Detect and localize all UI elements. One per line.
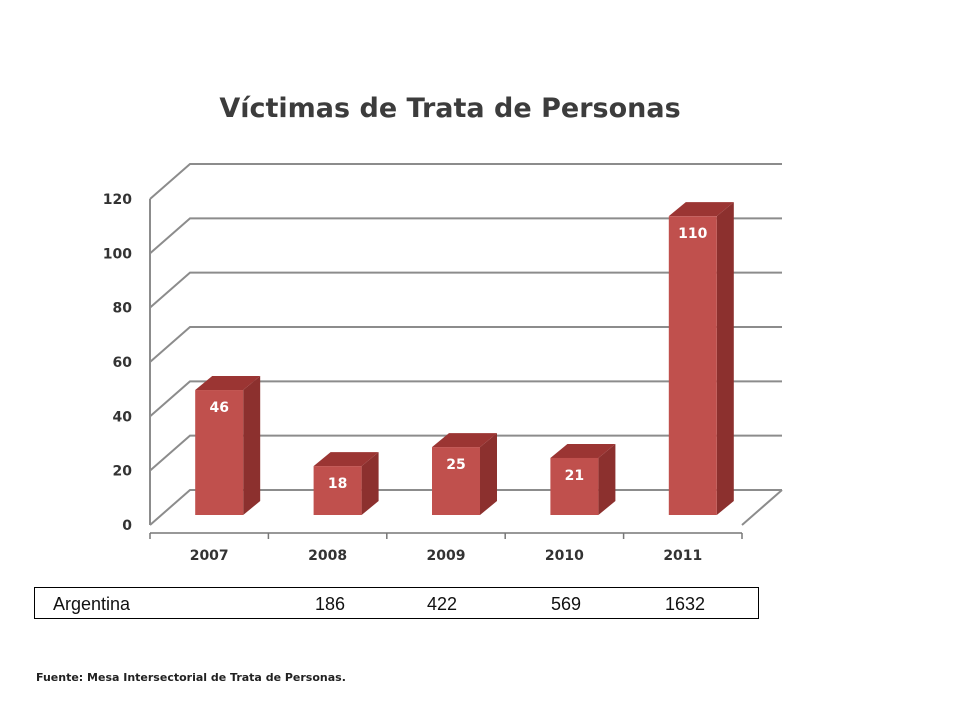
- flag-logo-bottom: [883, 671, 949, 720]
- bar-top: [550, 443, 616, 458]
- y-tick-label: 0: [122, 518, 132, 534]
- data-label: 46: [209, 400, 228, 416]
- y-tick-label: 80: [113, 301, 133, 317]
- data-label: 25: [446, 457, 465, 473]
- gridline: [149, 380, 782, 418]
- gridline: [149, 163, 782, 200]
- bar-side: [361, 452, 379, 515]
- bar-side: [243, 376, 261, 515]
- table-cell: 422: [427, 594, 458, 614]
- table-row-label: Argentina: [53, 594, 131, 614]
- floor-edge: [741, 489, 783, 526]
- bar-side: [598, 443, 616, 515]
- bar: [550, 443, 616, 515]
- y-tick-label: 120: [103, 192, 132, 208]
- data-label: 18: [328, 476, 347, 492]
- table-cell: 186: [315, 594, 346, 614]
- bar-top: [668, 202, 734, 217]
- data-table-row: Argentina 186 422 569 1632: [34, 587, 759, 619]
- bar: [313, 452, 379, 515]
- y-tick-label: 20: [113, 464, 133, 480]
- x-tick-label: 2010: [545, 548, 584, 564]
- y-tick-label: 40: [113, 409, 133, 425]
- gridline: [149, 326, 782, 363]
- bar-top: [313, 452, 379, 467]
- bar-top: [432, 433, 497, 448]
- x-tick-label: 2009: [427, 548, 466, 564]
- gridline: [149, 217, 782, 255]
- bar-front: [432, 447, 480, 515]
- y-axis-ticks: 0 20 40 60 80 100 120: [103, 192, 132, 534]
- data-label: 110: [678, 226, 707, 242]
- bar-side: [480, 433, 497, 515]
- x-axis-labels: 2007 2008 2009 2010 2011: [190, 548, 703, 564]
- x-tick-label: 2008: [308, 548, 347, 564]
- bar-front: [313, 466, 362, 515]
- data-label: 21: [565, 468, 584, 484]
- bar-front: [550, 457, 599, 515]
- bar-side: [716, 202, 734, 515]
- y-tick-label: 100: [103, 246, 132, 262]
- bar: [432, 433, 497, 515]
- bar-top: [195, 376, 261, 391]
- table-cell: 569: [551, 594, 582, 614]
- x-tick-label: 2007: [190, 548, 229, 564]
- bar: [195, 376, 261, 515]
- bar-front: [195, 390, 244, 515]
- chart-title: Víctimas de Trata de Personas: [219, 93, 680, 124]
- bar-chart: Víctimas de Trata de Personas 0 20 40 60 80 1…: [103, 93, 783, 564]
- grid: [149, 163, 783, 539]
- gridline: [149, 271, 782, 309]
- source-note: Fuente: Mesa Intersectorial de Trata de …: [36, 671, 346, 684]
- table-cell: 1632: [665, 594, 706, 614]
- bars: 46 18 25 21 110: [195, 202, 734, 515]
- y-tick-label: 60: [113, 355, 133, 371]
- bar: [668, 202, 734, 515]
- gridline: [149, 434, 782, 472]
- bar-front: [668, 216, 717, 515]
- x-tick-label: 2011: [663, 548, 702, 564]
